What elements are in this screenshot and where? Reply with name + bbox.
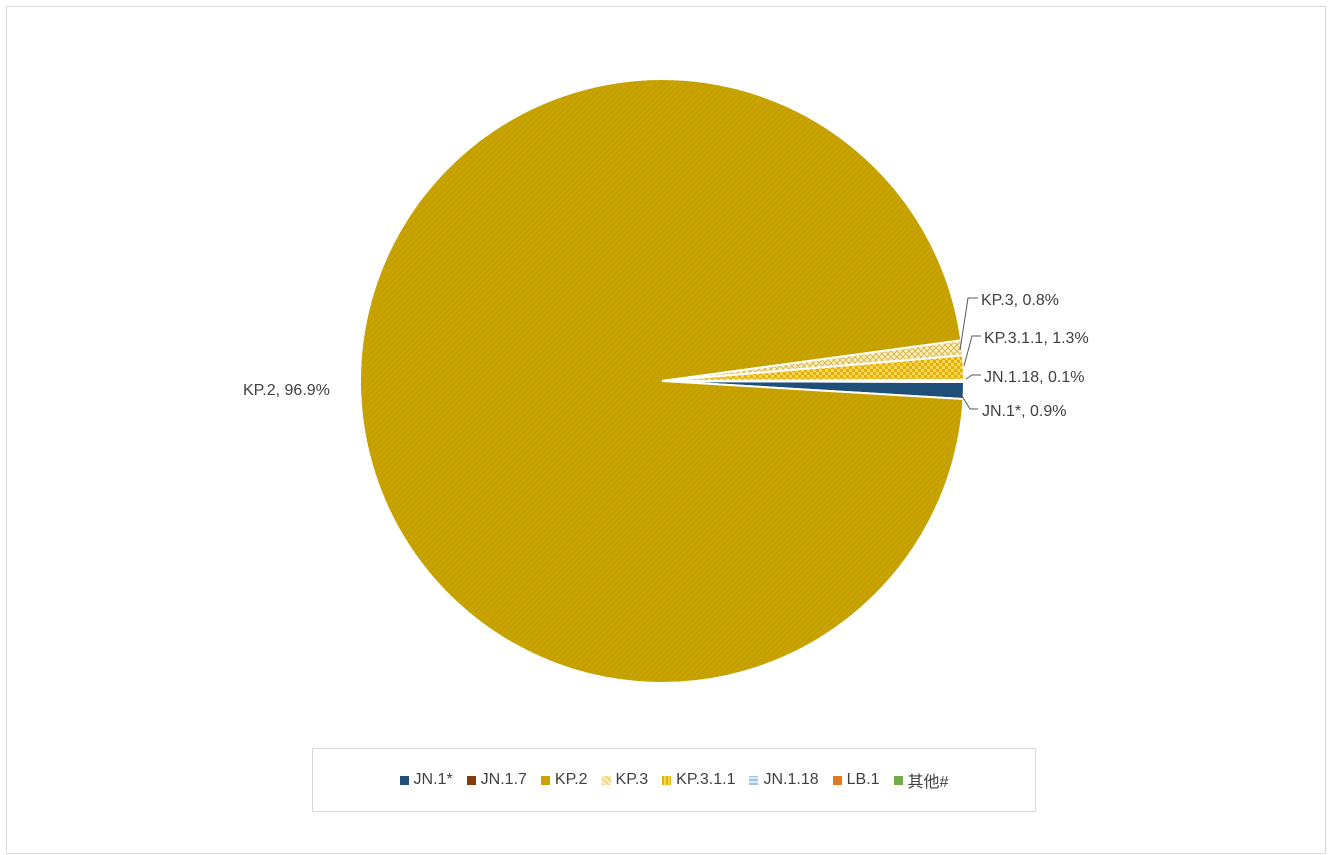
legend-label: LB.1: [846, 771, 880, 788]
pie-slice-jn-1-18: [661, 379, 966, 383]
legend: JN.1* JN.1.7 KP.2 KP.3 KP.3.1.1 JN.1.18 LB.1 其他…: [312, 748, 1036, 812]
data-label: KP.3, 0.8%: [981, 292, 1059, 309]
legend-label: KP.2: [554, 771, 588, 788]
legend-swatch: [399, 775, 409, 785]
leader-line: [961, 395, 978, 410]
legend-item: 其他#: [893, 768, 949, 792]
leader-line: [963, 335, 981, 367]
data-label: JN.1*, 0.9%: [982, 403, 1066, 420]
legend-label: JN.1*: [413, 771, 453, 788]
leader-line: [965, 374, 981, 380]
legend-item: LB.1: [832, 771, 880, 789]
legend-swatch: [832, 775, 842, 785]
legend-label: KP.3.1.1: [676, 771, 736, 788]
legend-item: JN.1.7: [466, 771, 527, 789]
leader-line: [959, 297, 978, 351]
legend-item: KP.3.1.1: [662, 771, 735, 789]
data-label: KP.2, 96.9%: [243, 382, 330, 399]
data-label: JN.1.18, 0.1%: [984, 369, 1085, 386]
legend-label: JN.1.7: [480, 771, 527, 788]
data-label: KP.3.1.1, 1.3%: [984, 330, 1089, 347]
legend-item: KP.3: [601, 771, 649, 789]
legend-label: 其他#: [907, 774, 949, 791]
pie-slice-kp-2: [359, 77, 965, 684]
legend-swatch: [662, 775, 672, 785]
legend-item: JN.1.18: [749, 771, 819, 789]
legend-swatch: [540, 775, 550, 785]
legend-swatch: [601, 775, 611, 785]
legend-swatch: [893, 775, 903, 785]
legend-item: JN.1*: [399, 771, 453, 789]
legend-swatch: [466, 775, 476, 785]
legend-swatch: [749, 775, 759, 785]
legend-label: KP.3: [615, 771, 649, 788]
legend-item: KP.2: [540, 771, 588, 789]
legend-label: JN.1.18: [763, 771, 819, 788]
